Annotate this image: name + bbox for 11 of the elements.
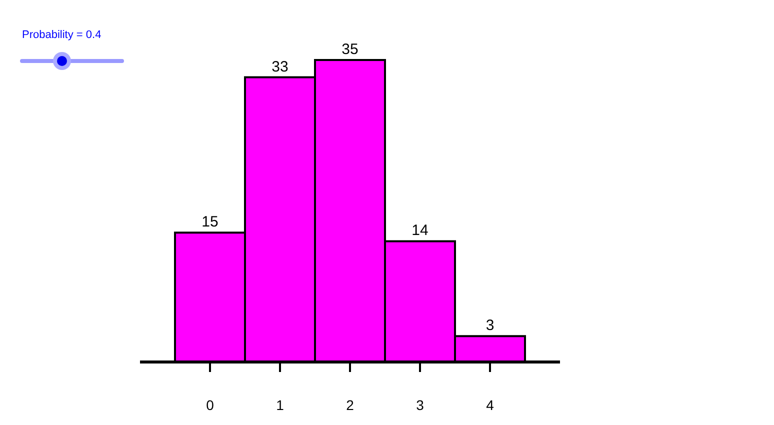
- data-label: 33: [272, 58, 288, 76]
- data-label: 15: [202, 214, 218, 231]
- x-tick-label: 3: [416, 397, 424, 413]
- text: Probability = 0.4: [22, 29, 102, 41]
- x-tick-label: 4: [486, 397, 494, 413]
- data-label: 14: [412, 222, 428, 240]
- data-label: 35: [342, 41, 358, 58]
- x-tick-label: 1: [276, 397, 284, 413]
- x-tick-label: 0: [206, 397, 214, 413]
- x-tick-label: 2: [346, 397, 354, 413]
- data-label: 3: [486, 317, 494, 334]
